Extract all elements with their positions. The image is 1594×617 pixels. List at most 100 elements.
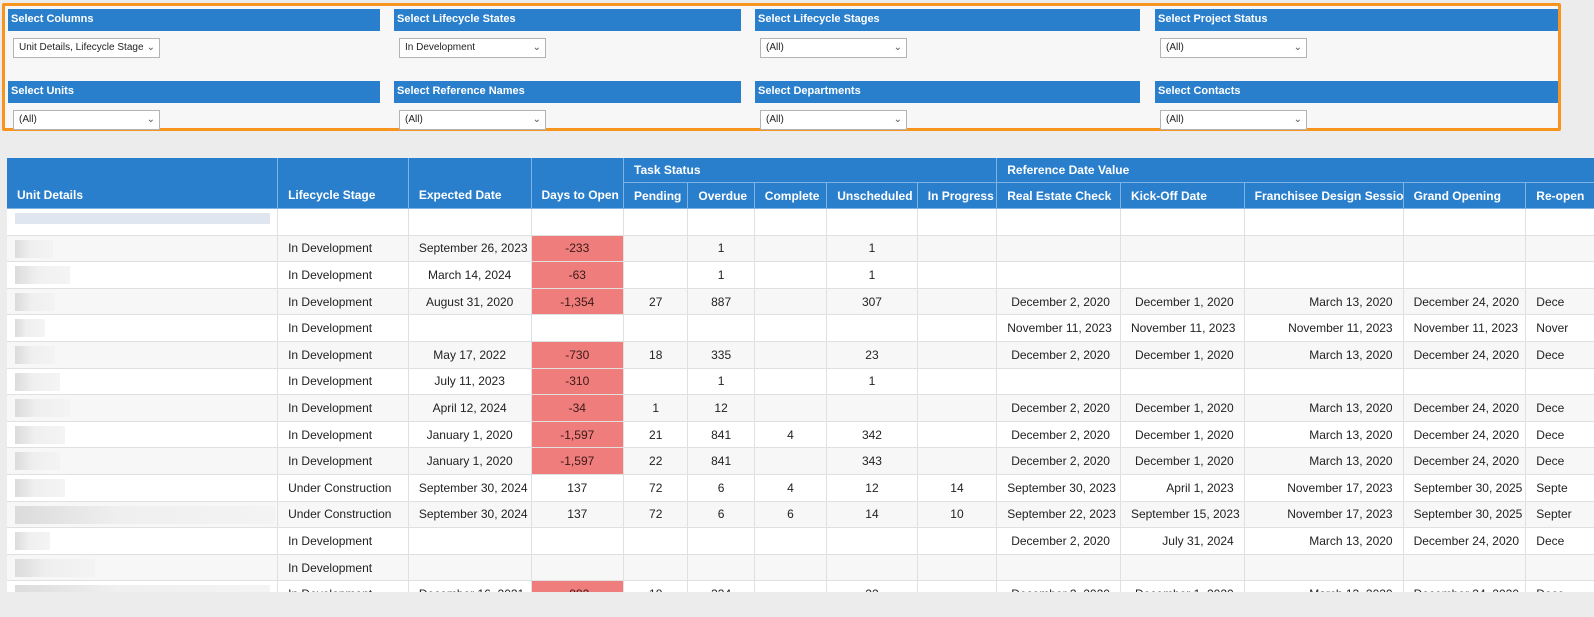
grand-opening-cell: [1403, 235, 1527, 263]
header-in-progress[interactable]: In Progress: [917, 182, 998, 209]
table-row[interactable]: In Development September 26, 2023 -233 1 1: [7, 235, 1594, 263]
kick-off-date-cell: September 15, 2023: [1120, 501, 1245, 529]
lifecycle-stages-dropdown[interactable]: (All) ⌄: [760, 38, 907, 58]
unit-details-cell[interactable]: [7, 474, 279, 502]
table-body: In Development September 26, 2023 -233 1 1 In…: [7, 208, 1594, 592]
table-row[interactable]: In Development January 1, 2020 -1,597 21 841…: [7, 421, 1594, 449]
franchisee-design-session-cell: [1244, 208, 1404, 236]
unit-details-cell[interactable]: [7, 554, 279, 582]
header-pending[interactable]: Pending: [623, 182, 689, 209]
table-row[interactable]: In Development August 31, 2020 -1,354 27 887…: [7, 288, 1594, 316]
filter-label: Select Departments: [755, 81, 1140, 103]
re-open-cell: [1525, 208, 1594, 236]
franchisee-design-session-cell: November 11, 2023: [1244, 314, 1404, 342]
contacts-dropdown[interactable]: (All) ⌄: [1160, 110, 1307, 130]
redacted-unit-name: [15, 319, 45, 338]
filter-project-status: Select Project Status (All) ⌄: [1155, 9, 1558, 69]
unit-details-cell[interactable]: [7, 314, 279, 342]
unit-details-cell[interactable]: [7, 421, 279, 449]
redacted-unit-name: [15, 532, 50, 551]
unit-details-cell[interactable]: [7, 447, 279, 475]
table-row[interactable]: In Development November 11, 2023 November …: [7, 314, 1594, 342]
header-real-estate-check[interactable]: Real Estate Check: [996, 182, 1121, 209]
lifecycle-stage-cell: In Development: [277, 421, 409, 449]
complete-cell: 4: [754, 421, 828, 449]
table-row[interactable]: Under Construction September 30, 2024 137 7…: [7, 474, 1594, 502]
grand-opening-cell: [1403, 208, 1527, 236]
lifecycle-stage-cell: In Development: [277, 527, 409, 555]
unit-details-cell[interactable]: [7, 580, 279, 592]
table-row[interactable]: Under Construction September 30, 2024 137 7…: [7, 501, 1594, 529]
dropdown-value: Unit Details, Lifecycle Stage: [19, 42, 144, 53]
chevron-down-icon: ⌄: [893, 42, 902, 53]
table-row[interactable]: In Development January 1, 2020 -1,597 22 841…: [7, 447, 1594, 475]
unit-details-cell[interactable]: [7, 208, 279, 236]
unit-details-cell[interactable]: [7, 394, 279, 422]
header-kick-off-date[interactable]: Kick-Off Date: [1120, 182, 1245, 209]
table-row[interactable]: [7, 208, 1594, 236]
chevron-down-icon: ⌄: [532, 114, 541, 125]
horizontal-scrollbar[interactable]: [7, 596, 1594, 617]
table-row[interactable]: In Development May 17, 2022 -730 18 335 23 Dec…: [7, 341, 1594, 369]
table-row[interactable]: In Development April 12, 2024 -34 1 12 Decemb…: [7, 394, 1594, 422]
overdue-cell: [687, 527, 755, 555]
redacted-unit-name: [15, 372, 60, 391]
grand-opening-cell: December 24, 2020: [1403, 580, 1527, 592]
redacted-unit-name: [15, 345, 55, 364]
unit-details-cell[interactable]: [7, 235, 279, 263]
grand-opening-cell: December 24, 2020: [1403, 421, 1527, 449]
reference-names-dropdown[interactable]: (All) ⌄: [399, 110, 546, 130]
table-row[interactable]: In Development December 2, 2020 July 31, 2…: [7, 527, 1594, 555]
pending-cell: 18: [623, 580, 689, 592]
franchisee-design-session-cell: March 13, 2020: [1244, 341, 1404, 369]
in-progress-cell: [917, 314, 998, 342]
header-lifecycle-stage[interactable]: Lifecycle Stage: [277, 158, 409, 209]
pending-cell: [623, 554, 689, 582]
overdue-cell: 841: [687, 421, 755, 449]
header-franchisee-design-session[interactable]: Franchisee Design Session: [1244, 182, 1404, 209]
days-to-open-cell: -730: [531, 341, 625, 369]
real-estate-check-cell: December 2, 2020: [996, 421, 1121, 449]
re-open-cell: Dece: [1525, 421, 1594, 449]
pending-cell: 1: [623, 394, 689, 422]
franchisee-design-session-cell: [1244, 235, 1404, 263]
header-grand-opening[interactable]: Grand Opening: [1403, 182, 1527, 209]
redacted-unit-name: [15, 478, 65, 497]
header-complete[interactable]: Complete: [754, 182, 828, 209]
filter-panel: Select Columns Unit Details, Lifecycle S…: [2, 3, 1561, 131]
unscheduled-cell: 23: [826, 341, 918, 369]
complete-cell: [754, 341, 828, 369]
unscheduled-cell: 1: [826, 368, 918, 396]
lifecycle-states-dropdown[interactable]: In Development ⌄: [399, 38, 546, 58]
unit-details-cell[interactable]: [7, 261, 279, 289]
unit-details-cell[interactable]: [7, 501, 279, 529]
unit-details-cell[interactable]: [7, 288, 279, 316]
real-estate-check-cell: December 2, 2020: [996, 341, 1121, 369]
expected-date-cell: September 30, 2024: [408, 501, 532, 529]
header-overdue[interactable]: Overdue: [687, 182, 755, 209]
header-unit-details[interactable]: Unit Details: [7, 158, 279, 209]
unscheduled-cell: [826, 527, 918, 555]
complete-cell: [754, 314, 828, 342]
filter-label: Select Columns: [8, 9, 380, 31]
re-open-cell: Dece: [1525, 580, 1594, 592]
units-dropdown[interactable]: (All) ⌄: [13, 110, 160, 130]
table-row[interactable]: In Development July 11, 2023 -310 1 1: [7, 368, 1594, 396]
redacted-unit-name: [15, 292, 55, 311]
header-unscheduled[interactable]: Unscheduled: [826, 182, 918, 209]
real-estate-check-cell: [996, 208, 1121, 236]
unit-details-cell[interactable]: [7, 368, 279, 396]
unit-details-cell[interactable]: [7, 527, 279, 555]
columns-dropdown[interactable]: Unit Details, Lifecycle Stage ⌄: [13, 38, 160, 58]
departments-dropdown[interactable]: (All) ⌄: [760, 110, 907, 130]
re-open-cell: [1525, 235, 1594, 263]
unit-details-cell[interactable]: [7, 341, 279, 369]
re-open-cell: Dece: [1525, 341, 1594, 369]
project-status-dropdown[interactable]: (All) ⌄: [1160, 38, 1307, 58]
table-row[interactable]: In Development: [7, 554, 1594, 582]
table-row[interactable]: In Development March 14, 2024 -63 1 1: [7, 261, 1594, 289]
header-re-open[interactable]: Re-open: [1525, 182, 1594, 209]
header-days-to-open[interactable]: Days to Open: [531, 158, 625, 209]
header-expected-date[interactable]: Expected Date: [408, 158, 532, 209]
